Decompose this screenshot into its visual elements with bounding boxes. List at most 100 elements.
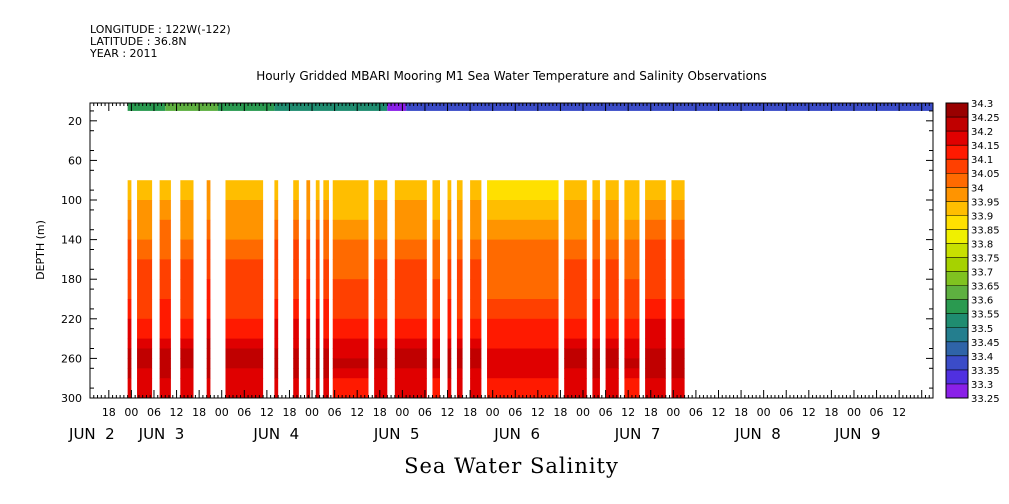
profile-cell xyxy=(137,239,153,260)
profile-cell xyxy=(624,239,640,260)
profile-cell xyxy=(315,358,320,369)
profile-cell xyxy=(447,338,452,350)
x-tick-label: 18 xyxy=(463,406,477,419)
profile-cell xyxy=(180,378,194,399)
profile-cell xyxy=(592,368,600,379)
profile-cell xyxy=(206,299,211,320)
profile-cell xyxy=(306,239,311,260)
profile-cell xyxy=(332,219,369,241)
axis-ticks: 20 60 100 140 180 220 260 300 18 00 06 12 18 00 06 12 18… xyxy=(61,103,934,443)
profile-cell xyxy=(159,239,171,260)
data-block xyxy=(564,180,587,399)
data-block xyxy=(487,180,559,399)
colorbar-label: 33.5 xyxy=(971,324,993,335)
profile-cell xyxy=(624,299,640,320)
x-tick-label: 12 xyxy=(350,406,364,419)
x-tick-label: 18 xyxy=(102,406,116,419)
profile-cell xyxy=(605,318,619,340)
profile-cell xyxy=(645,279,666,300)
profile-cell xyxy=(293,219,299,241)
x-day-label: JUN 5 xyxy=(373,425,420,443)
data-block xyxy=(127,180,132,399)
profile-cell xyxy=(671,318,685,340)
profile-cell xyxy=(159,219,171,241)
profile-cell xyxy=(180,279,194,300)
profile-cell xyxy=(274,239,279,260)
profile-cell xyxy=(432,180,440,201)
profile-cell xyxy=(332,318,369,340)
profile-cell xyxy=(456,378,463,399)
profile-cell xyxy=(645,318,666,340)
data-block xyxy=(624,180,640,399)
profile-cell xyxy=(564,318,587,340)
profile-cell xyxy=(671,219,685,241)
profile-cell xyxy=(624,279,640,300)
profile-cell xyxy=(225,200,264,221)
profile-cell xyxy=(447,299,452,320)
x-tick-label: 12 xyxy=(170,406,184,419)
x-day-label: JUN 4 xyxy=(252,425,299,443)
profile-cell xyxy=(323,180,329,201)
colorbar-swatch xyxy=(946,271,968,287)
profile-cell xyxy=(456,348,463,359)
profile-cell xyxy=(645,348,666,359)
profile-cell xyxy=(159,259,171,280)
surface-band-segment xyxy=(217,103,275,111)
profile-cell xyxy=(206,259,211,280)
x-day-label: JUN 7 xyxy=(614,425,661,443)
colorbar-label: 33.6 xyxy=(971,296,993,307)
profile-cell xyxy=(225,299,264,320)
data-block xyxy=(605,180,619,399)
profile-cell xyxy=(564,299,587,320)
x-day-label: JUN 6 xyxy=(493,425,540,443)
x-tick-label: 06 xyxy=(237,406,251,419)
x-tick-label: 06 xyxy=(870,406,884,419)
profile-cell xyxy=(137,259,153,280)
colorbar-label: 33.95 xyxy=(971,197,1000,208)
profile-cell xyxy=(470,279,482,300)
profile-cell xyxy=(323,318,329,340)
profile-cell xyxy=(274,279,279,300)
profile-cell xyxy=(487,259,559,280)
x-tick-label: 00 xyxy=(576,406,590,419)
colorbar-swatch xyxy=(946,145,968,160)
profile-cell xyxy=(432,358,440,369)
colorbar-swatch xyxy=(946,257,968,273)
profile-cell xyxy=(447,358,452,369)
profile-cell xyxy=(470,348,482,359)
profile-cell xyxy=(487,299,559,320)
profile-cell xyxy=(564,259,587,280)
profile-cell xyxy=(293,358,299,369)
profile-cell xyxy=(159,180,171,201)
profile-cell xyxy=(671,279,685,300)
profile-cell xyxy=(592,279,600,300)
colorbar-label: 33.4 xyxy=(971,352,993,363)
profile-cell xyxy=(306,219,311,241)
profile-cell xyxy=(127,338,132,350)
profile-cell xyxy=(487,358,559,369)
profile-cell xyxy=(180,338,194,350)
profile-cell xyxy=(456,219,463,241)
profile-cell xyxy=(274,338,279,350)
profile-cell xyxy=(447,219,452,241)
profile-cell xyxy=(137,200,153,221)
colorbar-label: 34.15 xyxy=(971,141,1000,152)
profile-cell xyxy=(592,358,600,369)
profile-cell xyxy=(137,358,153,369)
profile-cell xyxy=(432,299,440,320)
profile-cell xyxy=(323,368,329,379)
profile-cell xyxy=(456,318,463,340)
profile-cell xyxy=(564,368,587,379)
profile-cell xyxy=(456,180,463,201)
profile-cell xyxy=(394,299,427,320)
profile-cell xyxy=(394,358,427,369)
y-tick-label: 180 xyxy=(61,273,82,286)
profile-cell xyxy=(206,200,211,221)
profile-cell xyxy=(624,368,640,379)
y-tick-label: 100 xyxy=(61,194,82,207)
x-tick-label: 00 xyxy=(847,406,861,419)
x-tick-label: 12 xyxy=(892,406,906,419)
profile-cell xyxy=(432,259,440,280)
x-tick-label: 00 xyxy=(305,406,319,419)
